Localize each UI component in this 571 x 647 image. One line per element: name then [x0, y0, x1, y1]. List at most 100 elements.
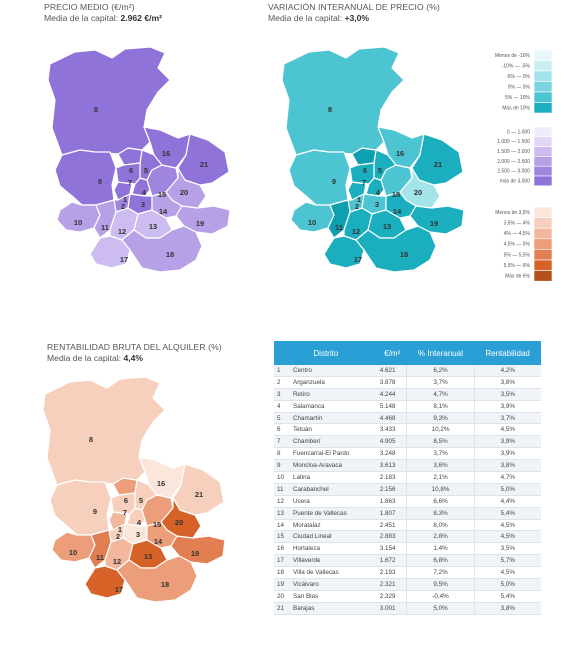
interanual-cell: -0,4% — [406, 590, 475, 603]
rent-district-15 — [141, 494, 174, 527]
rent-legend-swatch — [533, 206, 553, 218]
price-district-label-8: 8 — [94, 105, 98, 114]
variation-legend-swatch — [533, 102, 553, 114]
price-cell: 3.878 — [377, 376, 407, 389]
rent-district-label-8: 8 — [89, 435, 93, 444]
rent-legend-swatch — [533, 249, 553, 261]
interanual-cell: 8,3% — [406, 507, 475, 520]
district-name: Latina — [291, 471, 378, 484]
variation-district-16 — [377, 126, 425, 169]
interanual-cell: 7,2% — [406, 566, 475, 580]
variation-district-label-3: 3 — [375, 200, 379, 209]
price-district-label-11: 11 — [101, 223, 109, 232]
price-district-label-18: 18 — [166, 250, 174, 259]
interanual-cell: 2,8% — [406, 530, 475, 544]
interanual-cell: 8,0% — [406, 519, 475, 532]
price-cell: 4.244 — [377, 388, 407, 401]
rent-cell: 3,8% — [473, 376, 541, 389]
price-cell: 2.451 — [377, 519, 407, 532]
variation-legend-label: -5% — 0% — [506, 74, 530, 80]
district-name: Barajas — [291, 602, 378, 615]
interanual-cell: 4,7% — [406, 388, 475, 401]
rent-sub-label: Media de la capital: — [47, 353, 124, 363]
interanual-cell: 3,7% — [406, 447, 475, 461]
price-district-label-10: 10 — [74, 218, 82, 227]
rent-district-label-21: 21 — [195, 490, 203, 499]
variation-legend-label: Menos de -10% — [495, 53, 531, 59]
interanual-cell: 8,1% — [406, 400, 475, 413]
variation-district-label-13: 13 — [383, 222, 391, 231]
price-legend-label: 0 — 1.000 — [507, 129, 530, 135]
rent-district-label-7: 7 — [123, 508, 127, 517]
variation-district-label-14: 14 — [393, 207, 402, 216]
variation-legend-label: 0% — 5% — [508, 84, 531, 90]
variation-district-label-8: 8 — [328, 105, 332, 114]
col-header-interanual: % Interanual — [406, 341, 475, 365]
interanual-cell: 6,2% — [406, 365, 475, 377]
table-row: 9 Moncloa-Aravaca 3.613 3,6% 3,8% — [274, 459, 541, 473]
variation-district-label-11: 11 — [335, 223, 343, 232]
price-district-label-17: 17 — [120, 255, 128, 264]
variation-legend-swatch — [533, 60, 553, 72]
row-number: 2 — [274, 376, 291, 389]
district-name: Chamartín — [291, 412, 378, 425]
price-map-subtitle: Media de la capital: 2.962 €/m² — [44, 13, 162, 23]
district-name: Carabanchel — [291, 483, 378, 496]
interanual-cell: 3,6% — [406, 459, 475, 473]
rent-legend-label: Más de 6% — [505, 273, 531, 279]
table-row: 1 Centro 4.621 6,2% 4,2% — [274, 365, 541, 377]
variation-map-title: VARIACIÓN INTERANUAL DE PRECIO (%) — [268, 2, 440, 12]
table-row: 5 Chamartín 4.468 9,3% 3,7% — [274, 412, 541, 425]
variation-district-9 — [288, 149, 351, 206]
table-row: 21 Barajas 3.001 5,0% 3,8% — [274, 602, 541, 615]
variation-district-label-4: 4 — [376, 188, 381, 197]
price-district-19 — [175, 205, 231, 235]
variation-district-label-9: 9 — [332, 177, 336, 186]
row-number: 1 — [274, 365, 291, 377]
col-header-price: €/m² — [377, 341, 407, 365]
district-name: Salamanca — [291, 400, 378, 413]
table-row: 2 Arganzuela 3.878 3,7% 3,8% — [274, 376, 541, 389]
district-table: Distrito €/m² % Interanual Rentabilidad … — [274, 341, 541, 615]
table-row: 8 Fuencarral-El Pardo 3.248 3,7% 3,9% — [274, 447, 541, 461]
variation-district-7 — [349, 162, 375, 185]
district-name: Puente de Vallecas — [291, 507, 378, 520]
rent-cell: 4,5% — [473, 566, 541, 580]
rent-district-label-6: 6 — [124, 496, 128, 505]
row-number: 6 — [274, 423, 291, 437]
district-name: Centro — [291, 365, 378, 377]
price-district-label-16: 16 — [162, 149, 170, 158]
district-name: Arganzuela — [291, 376, 378, 389]
variation-legend-swatch — [533, 91, 553, 103]
price-legend-label: 1.000 — 1.500 — [497, 139, 530, 145]
table-row: 16 Hortaleza 3.154 1,4% 3,5% — [274, 542, 541, 556]
price-district-label-7: 7 — [128, 178, 132, 187]
price-legend-swatch — [533, 156, 553, 167]
variation-district-17 — [323, 235, 365, 269]
price-cell: 1.807 — [377, 507, 407, 520]
price-cell: 4.905 — [377, 435, 407, 449]
price-legend-swatch — [533, 126, 553, 138]
table-row: 4 Salamanca 5.148 8,1% 3,9% — [274, 400, 541, 413]
row-number: 16 — [274, 542, 291, 556]
rent-cell: 3,7% — [473, 412, 541, 425]
rent-district-1 — [108, 511, 128, 531]
variation-sub-value: +3,0% — [344, 13, 370, 23]
price-cell: 2.183 — [377, 471, 407, 484]
price-district-label-9: 9 — [98, 177, 102, 186]
rent-cell: 4,5% — [473, 519, 541, 532]
variation-district-label-5: 5 — [378, 166, 382, 175]
rent-cell: 3,9% — [473, 400, 541, 413]
district-name: Moratalaz — [291, 519, 378, 532]
variation-district-label-6: 6 — [363, 166, 367, 175]
rent-district-label-18: 18 — [161, 580, 169, 589]
rent-district-16 — [138, 456, 186, 499]
price-legend-swatch — [533, 175, 553, 187]
interanual-cell: 9,3% — [406, 412, 475, 425]
rent-district-label-9: 9 — [93, 507, 97, 516]
variation-district-19 — [409, 205, 465, 235]
table-row: 6 Tetuán 3.433 10,2% 4,5% — [274, 423, 541, 437]
